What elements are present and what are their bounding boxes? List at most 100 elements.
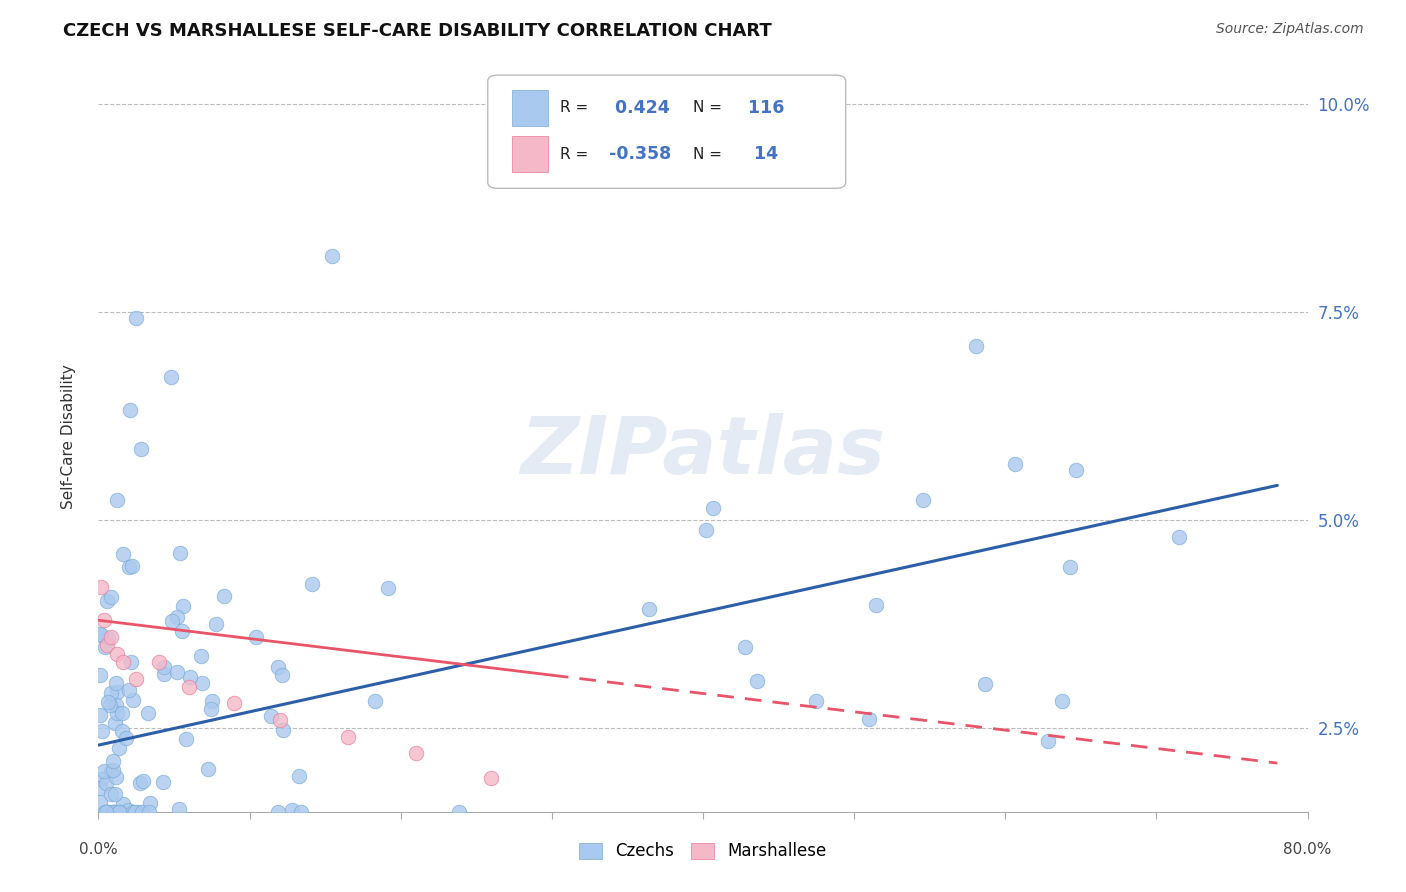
Legend: Czechs, Marshallese: Czechs, Marshallese [572, 836, 834, 867]
Point [93, 764, 115, 779]
Point [107, 741, 129, 756]
Point [965, 339, 987, 353]
FancyBboxPatch shape [512, 136, 548, 172]
Point [124, 805, 146, 819]
Point [89, 780, 111, 795]
Point [105, 492, 128, 507]
Point [105, 771, 128, 785]
Point [136, 706, 159, 721]
Point [152, 775, 174, 789]
Point [205, 616, 228, 631]
Point [301, 577, 323, 591]
Text: R =: R = [561, 100, 593, 115]
Point [405, 747, 427, 761]
Point [364, 694, 387, 708]
Point [160, 370, 183, 384]
Point [96, 638, 118, 652]
FancyBboxPatch shape [512, 90, 548, 126]
Text: 0.0%: 0.0% [79, 842, 118, 857]
Point [224, 697, 246, 711]
Y-axis label: Self-Care Disability: Self-Care Disability [60, 365, 76, 509]
Point [91, 724, 114, 739]
Point [105, 685, 128, 699]
Point [245, 630, 267, 644]
Point [108, 805, 131, 819]
Point [1036, 734, 1059, 748]
Point [93, 613, 115, 627]
Point [112, 797, 135, 812]
Point [336, 730, 359, 744]
Point [122, 693, 145, 707]
Point [117, 803, 139, 817]
Point [160, 614, 183, 628]
Point [104, 698, 127, 713]
Point [321, 249, 343, 263]
Point [103, 805, 125, 819]
Point [110, 724, 132, 739]
Point [1052, 694, 1074, 708]
Point [100, 788, 122, 802]
Point [100, 591, 122, 605]
Point [865, 599, 887, 613]
Point [97, 631, 120, 645]
Point [104, 676, 127, 690]
Point [734, 640, 756, 654]
Point [858, 712, 880, 726]
Point [695, 523, 717, 537]
Point [105, 706, 128, 720]
Point [125, 672, 148, 686]
Point [103, 805, 125, 819]
Point [117, 682, 139, 697]
Point [118, 559, 141, 574]
Point [107, 805, 129, 819]
Point [267, 805, 290, 819]
Point [101, 805, 124, 819]
Point [114, 731, 136, 745]
Point [152, 660, 174, 674]
Point [132, 774, 155, 789]
Point [148, 655, 170, 669]
Point [128, 776, 150, 790]
Point [131, 805, 153, 819]
Point [94, 805, 117, 819]
Point [104, 788, 127, 802]
Point [200, 701, 222, 715]
Text: 80.0%: 80.0% [1284, 842, 1331, 857]
Point [153, 667, 176, 681]
Point [100, 630, 122, 644]
Text: Source: ZipAtlas.com: Source: ZipAtlas.com [1216, 22, 1364, 37]
Point [271, 723, 294, 738]
Point [200, 694, 222, 708]
Point [138, 805, 160, 819]
Point [122, 805, 145, 819]
Point [90, 628, 112, 642]
Point [90, 772, 112, 786]
Point [167, 802, 190, 816]
Point [269, 713, 291, 727]
Text: 116: 116 [742, 99, 785, 117]
Point [100, 764, 122, 778]
Point [377, 581, 399, 595]
Point [89, 795, 111, 809]
Point [121, 559, 143, 574]
Text: -0.358: -0.358 [609, 145, 671, 163]
Point [702, 501, 724, 516]
Point [97, 695, 120, 709]
Point [166, 609, 188, 624]
Point [104, 716, 127, 731]
Point [89, 668, 111, 682]
Point [129, 442, 152, 456]
Text: CZECH VS MARSHALLESE SELF-CARE DISABILITY CORRELATION CHART: CZECH VS MARSHALLESE SELF-CARE DISABILIT… [63, 22, 772, 40]
Point [1004, 458, 1026, 472]
Point [190, 648, 212, 663]
Point [118, 402, 141, 417]
Point [259, 709, 281, 723]
Point [100, 686, 122, 700]
Point [101, 754, 124, 768]
Point [105, 647, 128, 661]
Point [1059, 560, 1081, 574]
Point [174, 731, 197, 746]
Point [139, 797, 162, 811]
Point [266, 660, 288, 674]
Point [89, 627, 111, 641]
